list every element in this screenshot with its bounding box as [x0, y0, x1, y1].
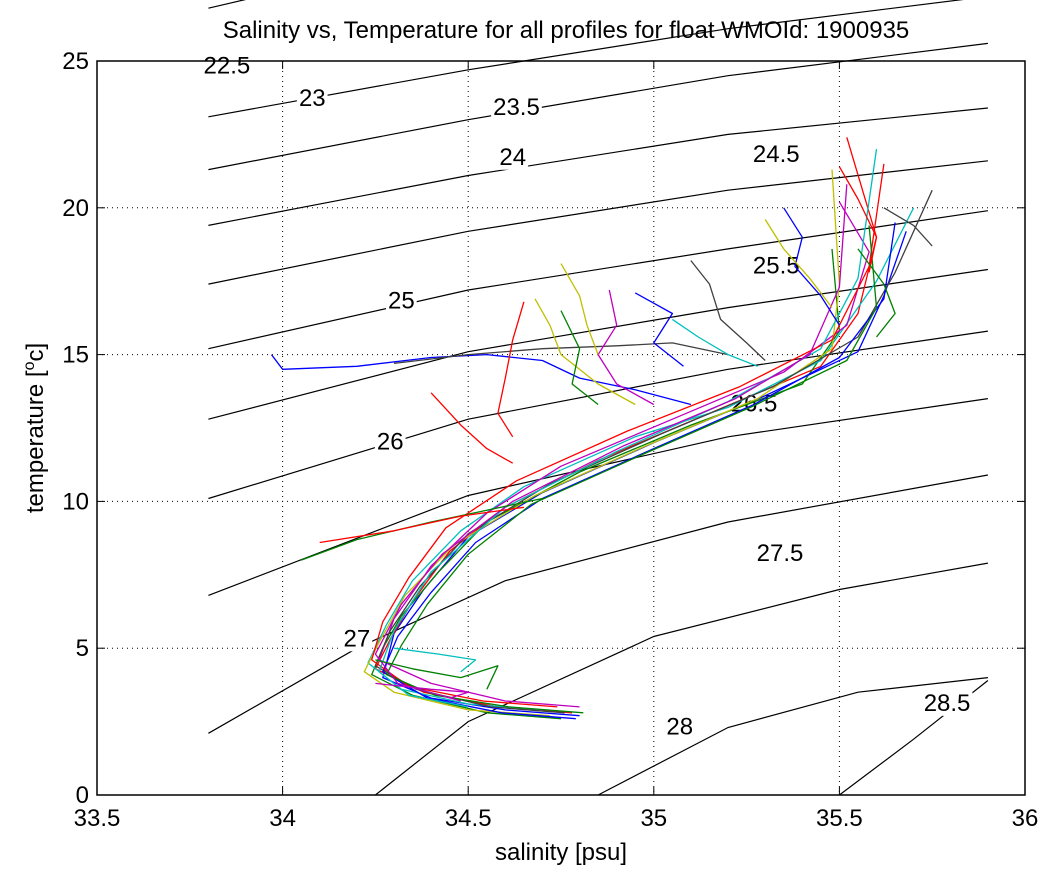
profile-line	[764, 219, 833, 308]
density-contour-line	[208, 42, 988, 171]
contour-label: 24.5	[753, 141, 800, 168]
density-contour-line	[208, 0, 964, 118]
x-tick-label: 36	[1012, 805, 1039, 832]
density-contour-line	[208, 0, 247, 9]
contour-label-background	[921, 691, 973, 716]
density-contour-line	[208, 107, 988, 226]
contour-label-background	[750, 142, 802, 167]
profile-line	[883, 207, 933, 247]
contour-label: 27	[343, 625, 370, 652]
axis-ticks	[96, 60, 1026, 796]
density-contours	[208, 0, 989, 796]
profile-line	[375, 682, 469, 699]
tick-labels: 33.5 34 34.5 35 35.5 36 0 5 10 15 20 25	[62, 48, 1038, 832]
profile-line	[690, 260, 766, 361]
profile-line	[371, 163, 885, 708]
plot-frame	[96, 60, 1026, 796]
profile-line	[430, 392, 514, 464]
profile-line	[374, 184, 848, 702]
y-tick-label: 20	[62, 195, 89, 222]
grid-lines	[97, 61, 1025, 795]
y-tick-label: 15	[62, 342, 89, 369]
contour-label: 26	[377, 429, 404, 456]
contour-label-background	[664, 715, 696, 740]
contour-label-background	[497, 145, 529, 170]
profile-line	[783, 207, 840, 326]
x-tick-label: 35	[640, 805, 667, 832]
x-axis-label: salinity [psu]	[495, 839, 627, 866]
x-tick-label: 34	[269, 805, 296, 832]
contour-label: 25.5	[753, 252, 800, 279]
y-axis-label-text: temperature [	[22, 370, 49, 513]
profile-line	[560, 310, 599, 406]
profile-line	[393, 647, 477, 673]
y-axis-label: temperature [oc]	[21, 343, 49, 513]
contour-label: 22.5	[204, 53, 251, 80]
profile-line	[560, 263, 599, 355]
y-axis-label-degree: o	[21, 361, 38, 370]
contour-label: 28	[666, 713, 693, 740]
contour-label: 25	[388, 288, 415, 315]
profile-line	[371, 248, 841, 720]
y-tick-label: 25	[62, 48, 89, 75]
x-tick-label: 35.5	[816, 805, 863, 832]
profile-line	[319, 506, 524, 544]
profile-line	[385, 225, 878, 714]
contour-label-background	[754, 542, 806, 567]
profile-line	[838, 166, 878, 273]
contour-label-background	[296, 87, 328, 112]
density-contour-line	[208, 268, 988, 420]
contour-label-background	[750, 254, 802, 279]
profile-line	[300, 497, 543, 561]
contour-label-background	[491, 95, 542, 120]
profile-line	[367, 207, 915, 711]
contour-label-background	[201, 54, 253, 79]
chart-title: Salinity vs, Temperature for all profile…	[223, 17, 910, 44]
profile-line	[857, 248, 896, 338]
x-tick-label: 34.5	[445, 805, 492, 832]
density-contour-line	[208, 474, 989, 734]
contour-label: 23.5	[493, 94, 540, 121]
contour-label: 24	[499, 144, 526, 171]
density-contour-line	[208, 330, 988, 500]
profile-line	[374, 189, 933, 714]
density-contour-line	[375, 562, 989, 796]
contour-label: 27.5	[757, 540, 804, 567]
profile-line	[497, 301, 525, 438]
profile-line	[672, 318, 758, 367]
contour-label-background	[374, 430, 406, 455]
profile-line	[634, 292, 684, 367]
profile-line	[382, 222, 896, 720]
profile-line	[375, 659, 499, 690]
density-contour-line	[597, 677, 988, 796]
contour-label: 28.5	[924, 690, 971, 717]
contour-label-background	[386, 289, 417, 314]
profile-line	[270, 353, 692, 406]
y-tick-label: 0	[76, 782, 89, 809]
contour-label-background	[341, 627, 373, 652]
y-tick-label: 10	[62, 488, 89, 515]
contour-label: 23	[299, 85, 326, 112]
profile-line	[382, 231, 907, 717]
y-axis-label-unit: c]	[22, 343, 49, 362]
profile-line	[534, 298, 636, 406]
y-tick-label: 5	[76, 635, 89, 662]
x-tick-label: 33.5	[74, 805, 121, 832]
profile-line	[378, 149, 878, 708]
profile-lines	[270, 137, 933, 720]
density-contour-line	[208, 210, 988, 350]
density-contour-line	[208, 398, 988, 596]
